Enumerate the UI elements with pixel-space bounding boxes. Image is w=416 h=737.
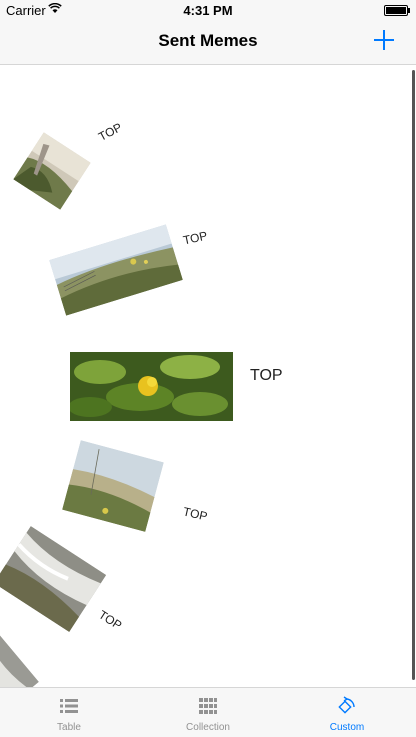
meme-top-text: TOP [250,367,283,384]
tab-custom[interactable]: Custom [278,688,416,737]
meme-item[interactable] [13,132,91,210]
tab-table[interactable]: Table [0,688,138,737]
meme-top-text: TOP [96,120,125,144]
page-title: Sent Memes [158,31,258,50]
meme-item[interactable] [0,628,39,687]
custom-icon [338,696,355,714]
battery-icon [384,5,410,16]
tab-label: Table [57,722,81,733]
tab-collection[interactable]: Collection [139,688,277,737]
meme-list[interactable]: TOP TOP TOP [0,65,416,687]
clock: 4:31 PM [183,3,233,18]
meme-item[interactable] [70,352,233,421]
meme-item[interactable] [62,440,164,532]
tab-label: Custom [329,722,365,733]
meme-item[interactable] [49,224,183,316]
tab-bar: Table Collection Custom [0,687,416,737]
meme-top-text: TOP [96,607,125,633]
meme-thumbnail [0,525,107,633]
grid-icon [199,698,217,714]
status-bar: Carrier 4:31 PM [0,0,416,20]
meme-top-text: TOP [181,228,209,248]
wifi-icon [48,3,62,13]
carrier-label: Carrier [6,3,46,18]
meme-thumbnail [49,224,183,316]
navigation-bar: Sent Memes [0,20,416,65]
meme-thumbnail [62,440,164,532]
meme-top-text: TOP [181,504,209,524]
scrollbar[interactable] [412,70,415,680]
table-icon [60,699,78,713]
meme-thumbnail [13,132,91,210]
meme-thumbnail [70,352,233,421]
add-icon[interactable] [370,26,398,54]
meme-item[interactable] [0,525,107,633]
tab-label: Collection [186,722,230,733]
meme-thumbnail [0,628,39,687]
